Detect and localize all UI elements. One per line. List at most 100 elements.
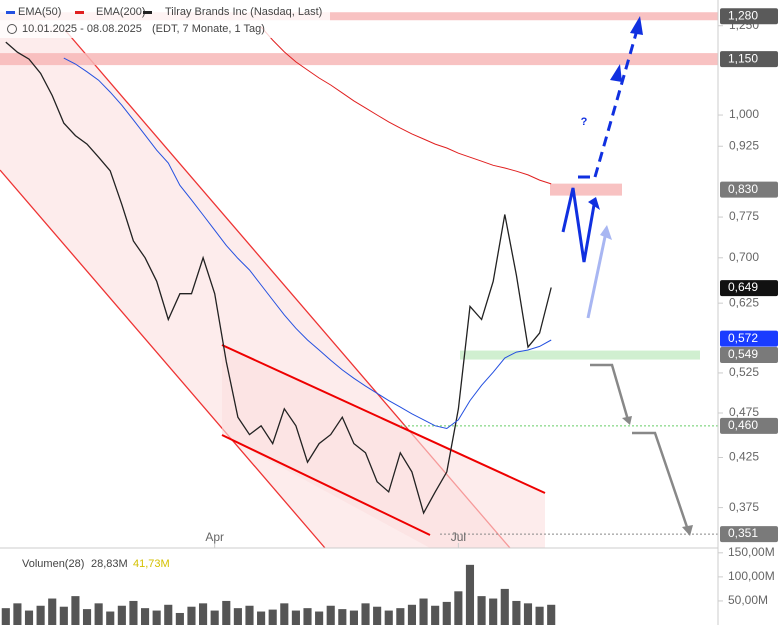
volume-bar: [187, 606, 196, 625]
clock-icon: [7, 24, 17, 34]
legend-bg: [0, 0, 330, 38]
forecast-arrow: [586, 231, 608, 319]
arrow-head: [588, 197, 600, 210]
y-tick-label: 0,475: [729, 405, 759, 419]
legend-swatch: [143, 11, 152, 14]
flag-line: [221, 344, 546, 494]
volume-bar: [1, 608, 10, 625]
down-arrow: [590, 363, 630, 421]
volume-bar: [175, 612, 184, 625]
price-label: 0,460: [728, 418, 758, 432]
legend-swatch: [75, 11, 84, 14]
volume-bar: [384, 610, 393, 625]
price-label-bg: [720, 330, 778, 347]
volume-tick-label: 50,00M: [728, 593, 768, 607]
volume-bar: [396, 608, 405, 625]
price-label: 1,150: [728, 51, 758, 65]
subtitle: 10.01.2025 - 08.08.2025: [22, 23, 142, 35]
volume-bar: [489, 598, 498, 625]
volume-bar: [140, 608, 150, 625]
volume-bar: [326, 605, 335, 625]
volume-bar: [36, 605, 45, 625]
y-tick-label: 0,625: [729, 295, 759, 309]
series-line: [5, 41, 552, 515]
volume-bar: [280, 603, 289, 625]
volume-bar: [547, 604, 556, 625]
subtitle-note: (EDT, 7 Monate, 1 Tag): [152, 23, 265, 35]
arrow-head: [622, 416, 632, 425]
volume-bar: [303, 608, 312, 625]
arrow-head: [600, 225, 612, 240]
volume-bar: [82, 609, 92, 625]
volume-bar: [338, 609, 347, 625]
volume-title: Volumen(28): [22, 558, 84, 570]
volume-bar: [291, 610, 300, 625]
volume-bar: [465, 564, 475, 625]
volume-tick-label: 150,00M: [728, 545, 775, 559]
level-band: [0, 12, 718, 21]
price-label-bg: [720, 8, 778, 25]
volume-bar: [59, 606, 68, 625]
volume-bar: [407, 604, 417, 625]
channel-fill: [0, 10, 510, 548]
volume-bar: [257, 611, 266, 625]
y-tick-label: 0,925: [729, 138, 759, 152]
legend-label: EMA(200): [96, 6, 146, 18]
legend-swatch: [6, 11, 15, 14]
volume-bar: [442, 601, 451, 625]
volume-bar: [48, 598, 57, 625]
volume-bar: [454, 591, 463, 625]
volume-bar: [94, 603, 103, 625]
series-line: [260, 26, 552, 185]
price-label: 0,549: [728, 347, 758, 361]
volume-bar: [199, 603, 208, 625]
volume-bar: [164, 604, 173, 625]
volume-bar: [349, 610, 358, 625]
volume-bar: [117, 605, 126, 625]
forecast-arrow: [593, 29, 639, 178]
volume-bar: [210, 610, 219, 625]
x-tick-label: Apr: [205, 530, 224, 544]
price-label-bg: [720, 347, 778, 364]
y-tick-label: 0,425: [729, 450, 759, 464]
price-label: 0,572: [728, 331, 758, 345]
volume-bar: [222, 600, 231, 625]
x-tick-label: Jul: [451, 530, 466, 544]
annotation: ?: [581, 116, 588, 128]
volume-bar: [535, 606, 544, 625]
legend-label: Tilray Brands Inc (Nasdaq, Last): [165, 6, 322, 18]
y-tick-label: 0,375: [729, 500, 759, 514]
volume-avg: 28,83M: [91, 558, 128, 570]
y-tick-label: 0,525: [729, 365, 759, 379]
price-label: 0,830: [728, 182, 758, 196]
volume-bar: [431, 605, 440, 625]
y-tick-label: 0,775: [729, 209, 759, 223]
price-label-bg: [720, 417, 778, 434]
volume-last: 41,73M: [133, 558, 170, 570]
price-label-bg: [720, 181, 778, 198]
flag-line: [221, 434, 431, 536]
arrow-head: [630, 16, 643, 35]
down-arrow: [632, 431, 690, 531]
volume-bar: [419, 598, 428, 625]
volume-bar: [477, 596, 486, 625]
volume-bar: [24, 610, 34, 625]
volume-tick-label: 100,00M: [728, 569, 775, 583]
level-band: [0, 53, 718, 66]
volume-bar: [373, 606, 382, 625]
price-label-bg: [720, 280, 778, 297]
volume-bar: [361, 603, 370, 625]
volume-bar: [233, 608, 242, 625]
series-line: [63, 57, 552, 430]
arrow-head: [610, 64, 622, 82]
volume-bar: [268, 609, 277, 625]
volume-bar: [315, 611, 324, 625]
price-label-bg: [720, 526, 778, 543]
y-tick-label: 0,700: [729, 250, 759, 264]
channel-line: [0, 169, 326, 549]
price-label: 0,649: [728, 280, 758, 294]
volume-bar: [106, 611, 115, 625]
price-label-bg: [720, 51, 778, 68]
volume-bar: [523, 603, 533, 625]
y-tick-label: 1,000: [729, 107, 759, 121]
